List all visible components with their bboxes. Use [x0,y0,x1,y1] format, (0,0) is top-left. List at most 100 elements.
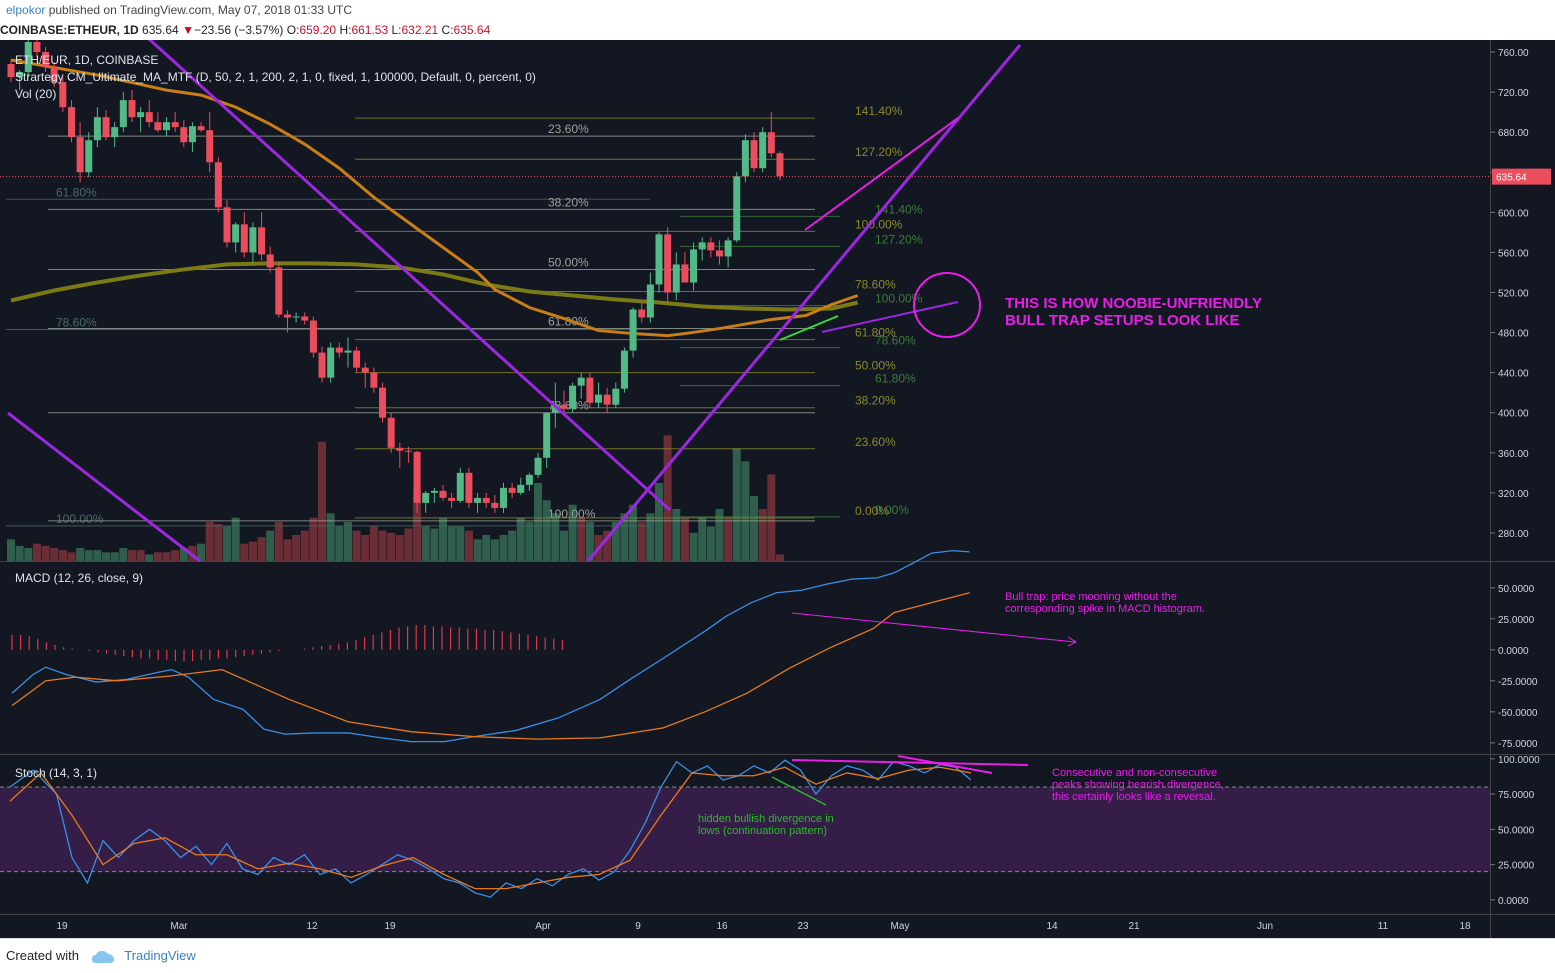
candle-body [396,447,404,451]
volume-bar [110,552,119,561]
candle-body [595,394,603,403]
last-price-tag-label: 635.64 [1496,173,1527,184]
candle-body [569,385,577,409]
candle-body [422,492,430,503]
candle-body [361,367,369,373]
volume-bar [689,532,698,561]
candle-body [413,451,421,503]
divergence-line-green [779,315,839,341]
wedge-lower-line [821,301,959,333]
candle-body [258,227,266,255]
volume-bar [413,489,422,561]
volume-bar [430,528,439,561]
ascending-trendline [586,44,1022,562]
fib-level-label: 127.20% [855,145,903,159]
volume-bar [343,522,352,561]
tradingview-logo-icon [91,950,114,963]
candle-body [776,153,784,177]
candle-body [353,350,361,368]
candle-body [85,140,93,173]
footer: Created with TradingView [0,938,1555,973]
time-tick-label: 18 [1459,921,1471,932]
candle-body [188,126,196,143]
candle-body [655,234,663,285]
candle-body [163,122,171,131]
candle-body [171,122,179,128]
candle-body [50,67,58,83]
wedge-upper-line [804,117,959,231]
fib-level-label: 78.60% [855,277,896,291]
fib-level-label: 50.00% [548,255,589,269]
volume-label: Vol (20) [15,87,56,101]
candle-body [7,64,15,78]
chart-canvas[interactable]: 280.00 320.00 360.00 400.00 440.00 480.00 520.… [0,40,1555,938]
volume-bar [568,504,577,561]
volume-bar [197,543,206,561]
candle-body [292,316,300,318]
fib-level-label: 0.00% [855,504,889,518]
time-tick-label: 23 [797,921,809,932]
candle-body [335,347,343,353]
candle-body [67,107,75,138]
stoch-title: Stoch (14, 3, 1) [15,766,97,780]
price-tick-label: 680.00 [1498,128,1529,139]
candle-body [499,487,507,508]
symbol-bar: COINBASE:ETHEUR, 1D 635.64 ▼−23.56 (−3.5… [0,20,1555,40]
price-pane-title: ETH/EUR, 1D, COINBASE [15,53,158,67]
volume-bar [223,526,231,561]
volume-bar [732,448,741,561]
fib-level-label: 100.00% [548,507,596,521]
time-axis-background [0,915,1490,938]
stoch-note: Consecutive and non-consecutive [1052,767,1217,779]
volume-bar [76,548,85,561]
volume-bar [525,522,534,561]
fib-level-label: 38.20% [855,394,896,408]
price-tick-label: 560.00 [1498,248,1529,259]
macd-tick-label: 50.0000 [1498,584,1535,595]
candle-body [448,497,456,501]
bull-trap-title: BULL TRAP SETUPS LOOK LIKE [1005,312,1239,329]
candle-body [309,320,317,353]
footer-brand[interactable]: TradingView [124,948,196,963]
candle-body [137,112,145,118]
author-link[interactable]: elpokor [6,3,46,17]
volume-bar [473,539,482,561]
volume-bar [361,535,370,561]
l-label: L: [391,23,402,37]
stoch-note: peaks showing bearish divergence, [1052,779,1224,791]
candle-body [586,377,594,403]
fib-level-label: 78.60% [56,316,97,330]
fib-level-label: 78.60% [875,334,916,348]
volume-bar [240,543,249,561]
macd-tick-label: -75.0000 [1498,739,1538,750]
volume-bar [421,526,430,561]
fib-level-label: 61.80% [875,372,916,386]
time-tick-label: Jun [1257,921,1273,932]
volume-bar [32,543,41,561]
candle-body [508,487,516,493]
volume-bar [499,535,508,561]
candle-body [370,372,378,388]
candle-body [180,127,188,143]
open-value: 659.20 [299,23,337,37]
volume-bar [145,554,154,561]
stoch-tick-label: 25.0000 [1498,861,1535,872]
candle-body [629,309,637,351]
volume-bar [205,522,214,561]
volume-bar [637,522,646,561]
candle-body [154,122,162,131]
volume-bar [680,517,689,561]
volume-bar [266,530,275,561]
volume-bar [741,461,750,561]
candle-body [206,130,214,163]
volume-bar [119,548,128,561]
volume-bar [7,539,15,561]
volume-bar [326,513,335,561]
volume-bar [67,552,76,561]
volume-bar [171,550,180,561]
candle-body [240,224,248,253]
volume-bar [706,526,715,561]
candle-body [232,224,240,243]
ma-200-line [10,261,859,312]
candle-body [430,490,438,493]
